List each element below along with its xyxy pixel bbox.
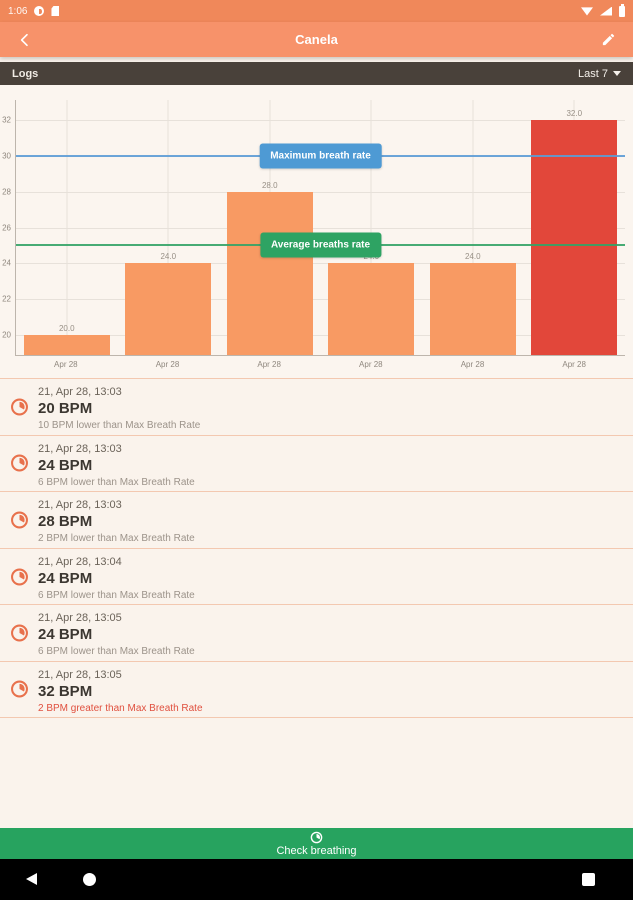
- log-note: 6 BPM lower than Max Breath Rate: [38, 589, 195, 601]
- gridline-vertical: [66, 100, 68, 355]
- log-timestamp: 21, Apr 28, 13:03: [38, 499, 122, 512]
- chart-bar[interactable]: [23, 335, 110, 355]
- gridline-horizontal: [16, 119, 625, 121]
- log-bpm-value: 24 BPM: [38, 456, 93, 474]
- timer-icon: [11, 454, 28, 472]
- app-bar: Canela: [0, 22, 633, 57]
- bar-value-label: 32.0: [566, 108, 583, 118]
- log-note: 2 BPM greater than Max Breath Rate: [38, 702, 203, 714]
- log-timestamp: 21, Apr 28, 13:05: [38, 668, 122, 681]
- logs-title: Logs: [12, 67, 39, 80]
- gridline-vertical: [370, 100, 372, 355]
- log-item[interactable]: 21, Apr 28, 13:05 24 BPM 6 BPM lower tha…: [0, 604, 633, 661]
- log-item[interactable]: 21, Apr 28, 13:03 24 BPM 6 BPM lower tha…: [0, 434, 633, 492]
- check-breathing-button[interactable]: Check breathing: [0, 828, 633, 859]
- x-axis-tick-label: Apr 28: [359, 360, 383, 369]
- log-note: 6 BPM lower than Max Breath Rate: [38, 646, 195, 658]
- android-nav-bar: [0, 859, 633, 900]
- log-list: 21, Apr 28, 13:03 20 BPM 10 BPM lower th…: [0, 378, 633, 718]
- status-bar-right: [581, 3, 625, 17]
- battery-icon: [619, 3, 625, 17]
- log-bpm-value: 32 BPM: [38, 682, 93, 700]
- logs-filter-label: Last 7: [578, 67, 608, 80]
- timer-icon: [11, 511, 28, 529]
- log-bpm-value: 20 BPM: [38, 400, 93, 417]
- y-axis-tick-label: 24: [2, 258, 11, 268]
- logs-header-bar: Logs Last 7: [0, 62, 633, 85]
- log-bpm-value: 28 BPM: [38, 513, 93, 531]
- gridline-vertical: [167, 100, 169, 355]
- log-timestamp: 21, Apr 28, 13:04: [38, 555, 122, 568]
- chart-bar[interactable]: [125, 263, 212, 355]
- bar-value-label: 20.0: [58, 324, 75, 334]
- log-timestamp: 21, Apr 28, 13:03: [38, 442, 122, 455]
- y-axis-tick-label: 32: [2, 115, 11, 125]
- x-axis-tick-label: Apr 28: [460, 360, 485, 369]
- edit-button[interactable]: [595, 27, 621, 53]
- timer-icon: [11, 624, 28, 642]
- back-button[interactable]: [12, 27, 38, 53]
- status-bar-left: 1:06: [8, 5, 60, 17]
- x-axis-tick-label: Apr 28: [54, 360, 78, 369]
- x-axis-tick-label: Apr 28: [562, 360, 586, 369]
- gridline-horizontal: [16, 263, 625, 265]
- log-note: 2 BPM lower than Max Breath Rate: [38, 533, 195, 545]
- wifi-icon: [581, 7, 593, 16]
- log-item[interactable]: 21, Apr 28, 13:03 20 BPM 10 BPM lower th…: [0, 378, 633, 435]
- app-notification-icon: [34, 6, 45, 16]
- nav-home-icon[interactable]: [83, 873, 96, 886]
- y-axis-tick-label: 26: [2, 223, 11, 232]
- max-legend-chip: Maximum breath rate: [259, 143, 382, 169]
- logs-filter-dropdown[interactable]: Last 7: [578, 68, 621, 80]
- gridline-horizontal: [16, 335, 625, 337]
- page-title: Canela: [295, 32, 338, 47]
- timer-icon: [11, 398, 28, 416]
- bar-value-label: 24.0: [160, 252, 177, 262]
- pencil-icon: [602, 33, 614, 46]
- log-bpm-value: 24 BPM: [38, 626, 93, 644]
- log-item-alert[interactable]: 21, Apr 28, 13:05 32 BPM 2 BPM greater t…: [0, 660, 633, 718]
- chart-bar[interactable]: [531, 119, 618, 355]
- cell-signal-icon: [600, 6, 612, 16]
- log-note: 10 BPM lower than Max Breath Rate: [38, 420, 201, 431]
- nav-recents-icon[interactable]: [582, 873, 595, 886]
- gridline-horizontal: [16, 299, 625, 301]
- gridline-vertical: [472, 100, 474, 355]
- log-timestamp: 21, Apr 28, 13:05: [38, 612, 122, 625]
- timer-icon: [11, 568, 28, 586]
- log-item[interactable]: 21, Apr 28, 13:03 28 BPM 2 BPM lower tha…: [0, 491, 633, 548]
- y-axis-tick-label: 22: [2, 294, 11, 304]
- y-axis-tick-label: 28: [2, 187, 11, 197]
- log-note: 6 BPM lower than Max Breath Rate: [38, 476, 195, 488]
- timer-icon: [310, 831, 323, 843]
- x-axis-tick-label: Apr 28: [155, 360, 180, 369]
- chart-bar[interactable]: [328, 263, 415, 355]
- x-axis-tick-label: Apr 28: [257, 360, 281, 369]
- log-timestamp: 21, Apr 28, 13:03: [38, 386, 122, 398]
- gridline-horizontal: [16, 191, 625, 193]
- chevron-left-icon: [20, 33, 28, 46]
- bar-value-label: 28.0: [261, 180, 278, 190]
- bar-value-label: 24.0: [464, 252, 481, 262]
- avg-legend-chip: Average breaths rate: [259, 232, 382, 258]
- y-axis-tick-label: 30: [2, 151, 11, 161]
- status-clock: 1:06: [8, 5, 28, 17]
- chevron-down-icon: [613, 71, 621, 76]
- check-breathing-label: Check breathing: [276, 844, 357, 857]
- y-axis-tick-label: 20: [2, 330, 11, 340]
- chart-bar[interactable]: [226, 191, 313, 355]
- chart-bar[interactable]: [429, 263, 516, 355]
- log-item[interactable]: 21, Apr 28, 13:04 24 BPM 6 BPM lower tha…: [0, 547, 633, 605]
- timer-icon: [11, 680, 28, 698]
- sd-card-icon: [51, 6, 60, 16]
- status-bar: 1:06: [0, 0, 633, 22]
- chart-x-axis: Apr 28 Apr 28 Apr 28 Apr 28 Apr 28 Apr 28: [15, 355, 625, 375]
- chart-y-axis: 20 22 24 26 28 30 32: [0, 100, 13, 355]
- nav-back-icon[interactable]: [26, 873, 37, 885]
- log-bpm-value: 24 BPM: [38, 569, 93, 587]
- gridline-horizontal: [16, 227, 625, 229]
